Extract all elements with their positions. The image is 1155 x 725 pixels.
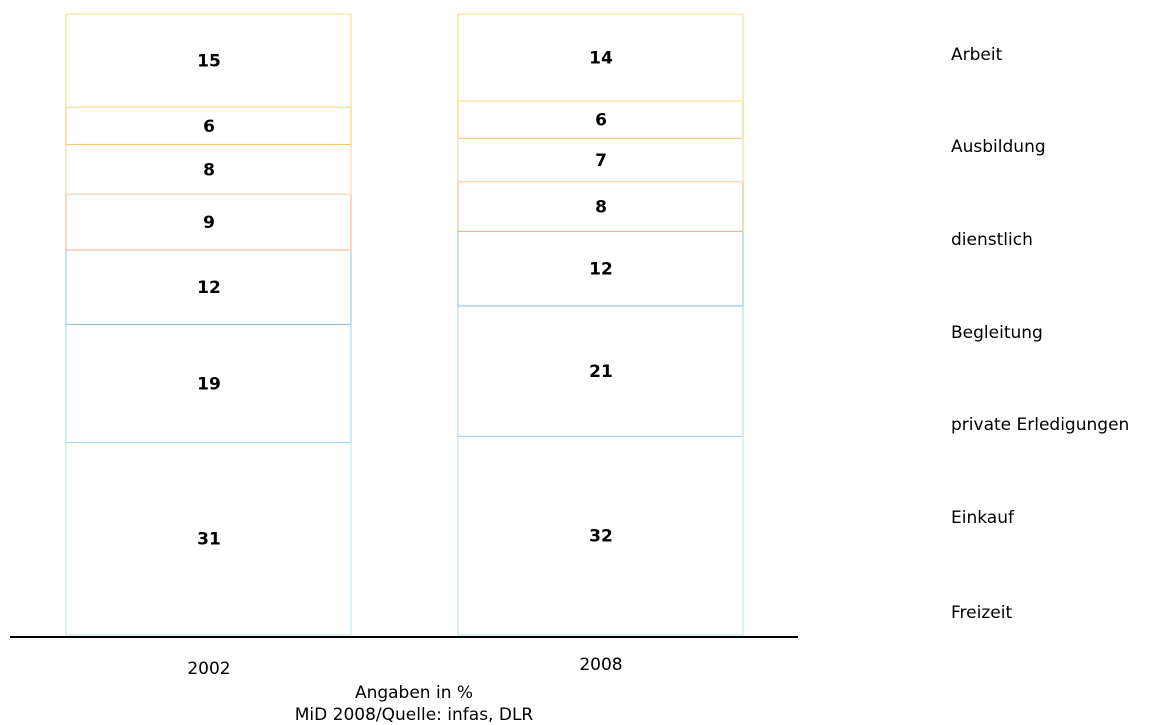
segment-value-label: 14 (589, 48, 613, 68)
legend-entry: Arbeit (951, 45, 1003, 65)
legend-entry: Begleitung (951, 323, 1043, 343)
footer-line-1: Angaben in % (355, 683, 473, 703)
bar-segment-2008-3 (457, 181, 744, 232)
segment-value-label: 8 (595, 198, 607, 218)
bar-segment-2002-5 (65, 106, 352, 145)
segment-value-label: 9 (203, 213, 215, 233)
legend: Arbeit Ausbildung dienstlich Begleitung priv… (951, 45, 1129, 623)
segment-value-label: 21 (589, 362, 613, 382)
legend-entry: Einkauf (951, 508, 1015, 528)
segment-value-label: 12 (589, 260, 613, 280)
segment-labels-group: 31 19 12 9 8 6 15 32 21 12 8 7 6 14 (197, 48, 613, 549)
bar-segment-2008-4 (457, 137, 744, 183)
bar-segment-2008-2 (457, 230, 744, 307)
segment-value-label: 6 (595, 111, 607, 131)
segment-value-label: 8 (203, 160, 215, 180)
legend-entry: dienstlich (951, 230, 1033, 250)
x-tick-labels-group: 2002 2008 (187, 655, 622, 679)
segment-value-label: 7 (595, 151, 607, 171)
legend-entry: Freizeit (951, 603, 1012, 623)
segment-value-label: 32 (589, 527, 613, 547)
legend-entry: Ausbildung (951, 137, 1046, 157)
x-tick-label: 2002 (187, 659, 230, 679)
segment-value-label: 19 (197, 374, 221, 394)
x-tick-label: 2008 (579, 655, 622, 675)
footer-line-2: MiD 2008/Quelle: infas, DLR (295, 705, 534, 725)
bar-segment-2008-1 (457, 305, 744, 437)
bar-segment-2002-1 (65, 324, 352, 443)
bars-group (65, 13, 744, 636)
segment-value-label: 15 (197, 52, 221, 72)
bar-segment-2002-4 (65, 143, 352, 195)
bar-segment-2002-3 (65, 193, 352, 251)
bar-segment-2008-5 (457, 100, 744, 139)
segment-value-label: 6 (203, 117, 215, 137)
bar-segment-2008-0 (457, 435, 744, 636)
bar-segment-2008-6 (457, 13, 744, 102)
segment-value-label: 12 (197, 278, 221, 298)
segment-value-label: 31 (197, 530, 221, 550)
bar-segment-2002-6 (65, 13, 352, 108)
bar-segment-2002-0 (65, 441, 352, 636)
legend-entry: private Erledigungen (951, 415, 1129, 435)
